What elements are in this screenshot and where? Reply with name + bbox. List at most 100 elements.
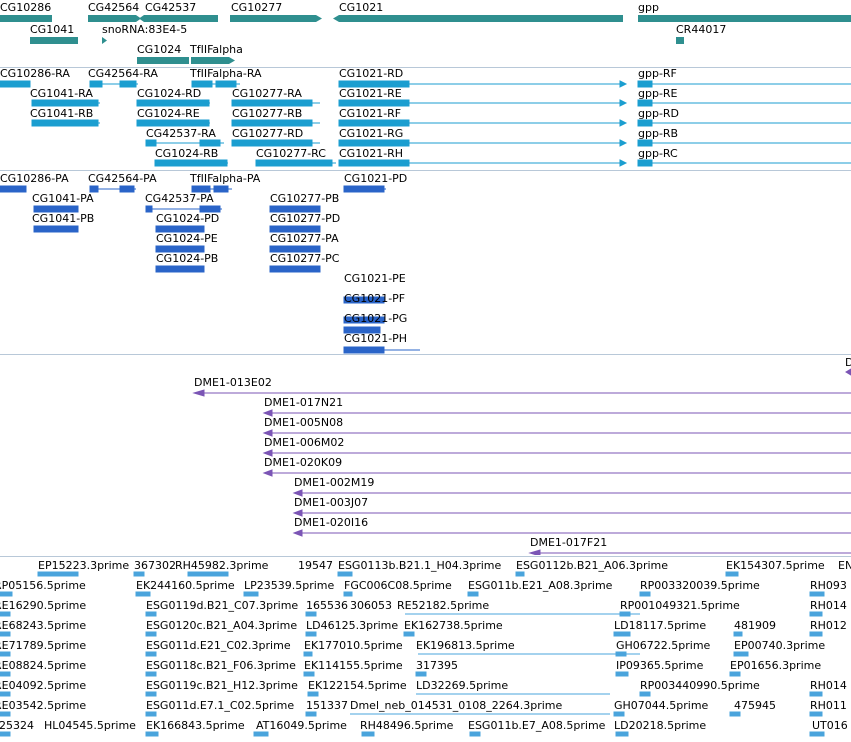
est-row-7-marks[interactable] (0, 691, 823, 697)
gene-CG10277[interactable] (230, 15, 316, 22)
transcript-TfIIFalpha-RA[interactable] (191, 80, 240, 88)
est-label: LD20218.5prime (614, 719, 707, 732)
track-separator (0, 556, 851, 557)
transcript-gpp-RB[interactable] (637, 139, 851, 147)
est-row-3-marks[interactable] (0, 611, 823, 617)
protein-CG1021-PF[interactable] (343, 316, 385, 324)
transcript-gpp-RD[interactable] (637, 119, 851, 127)
protein-CG10277-PB[interactable] (269, 205, 321, 213)
transcript-CG10277-RD[interactable] (231, 139, 320, 147)
gene-label-CG42537: CG42537 (145, 1, 197, 14)
gene-CG42537[interactable] (144, 15, 218, 22)
transcript-CG1021-RF[interactable] (338, 119, 628, 127)
protein-label: CG1024-PD (156, 212, 220, 225)
clone-DME1-017N21[interactable] (262, 409, 851, 417)
transcript-CG1024-RD[interactable] (136, 99, 210, 107)
clone-label: DME1-017F21 (530, 536, 608, 549)
est-label: RP05156.5prime (0, 579, 86, 592)
transcript-CG10277-RA[interactable] (231, 99, 320, 107)
clone-D[interactable] (845, 368, 851, 376)
transcript-label: CG1021-RE (339, 87, 402, 100)
est-row-8-marks[interactable] (0, 711, 823, 717)
transcript-label: gpp-RF (638, 68, 677, 80)
protein-CG1041-PA[interactable] (33, 205, 79, 213)
transcript-CG1024-RE[interactable] (136, 119, 210, 127)
est-row-9-marks[interactable] (0, 731, 825, 737)
transcript-CG1021-RD[interactable] (338, 80, 628, 88)
protein-label: CG1021-PD (344, 172, 408, 185)
clone-DME1-002M19[interactable] (292, 489, 851, 497)
transcript-CG1041-RB[interactable] (31, 119, 100, 127)
clone-DME1-020K09[interactable] (262, 469, 851, 477)
protein-CG1021-PH[interactable] (343, 346, 420, 354)
protein-CG1024-PE[interactable] (155, 245, 205, 253)
gene-CG1041[interactable] (30, 37, 78, 44)
protein-label: CG1041-PB (32, 212, 95, 225)
protein-CG10286-PA[interactable] (0, 185, 27, 193)
transcript-CG1041-RA[interactable] (31, 99, 100, 107)
transcript-gpp-RF[interactable] (637, 80, 851, 88)
track-separator (0, 170, 851, 171)
est-row-1-marks[interactable] (37, 571, 739, 577)
transcript-label: CG42564-RA (88, 68, 158, 80)
gene-CG1021[interactable] (339, 15, 623, 22)
clone-DME1-013E02[interactable] (192, 389, 851, 397)
transcript-label: gpp-RC (638, 147, 678, 160)
transcript-gpp-RE[interactable] (637, 99, 851, 107)
est-row-4-marks[interactable] (0, 631, 823, 637)
protein-TfIIFalpha-PA[interactable] (191, 185, 232, 193)
transcript-CG1021-RG[interactable] (338, 139, 628, 147)
clone-DME1-017F21[interactable] (528, 549, 851, 555)
clone-DME1-020I16[interactable] (292, 529, 851, 537)
protein-CG10277-PA[interactable] (269, 245, 321, 253)
clone-DME1-003J07[interactable] (292, 509, 851, 517)
gene-CG10286[interactable] (0, 15, 52, 22)
est-label: ESG0120c.B21_A04.3prime (146, 619, 298, 632)
transcript-label: CG1021-RH (339, 147, 404, 160)
protein-CG1021-PE[interactable] (343, 296, 385, 304)
est-label: RH012 (810, 619, 847, 632)
est-label: RP003320039.5prime (640, 579, 760, 592)
transcript-CG1021-RH[interactable] (338, 159, 628, 167)
gene-TfIIFalpha-arrow (229, 57, 235, 64)
est-row-5-marks[interactable] (0, 651, 749, 657)
protein-CG42537-PA[interactable] (145, 205, 222, 213)
transcript-CG10277-RC[interactable] (255, 159, 336, 167)
gene-CG1024[interactable] (137, 57, 189, 64)
transcript-CG10277-RB[interactable] (231, 119, 320, 127)
protein-CG1021-PD[interactable] (343, 185, 386, 193)
protein-track: CG10286-PA CG42564-PA TfIIFalpha-PA CG10… (0, 171, 851, 354)
transcript-CG42537-RA[interactable] (145, 139, 224, 147)
transcript-CG1021-RE[interactable] (338, 99, 628, 107)
protein-label: CG1024-PE (156, 232, 218, 245)
protein-CG1021-PG[interactable] (343, 326, 381, 334)
gene-CR44017[interactable] (676, 37, 684, 44)
gene-CG42564[interactable] (88, 15, 136, 22)
protein-CG42564-PA[interactable] (89, 185, 136, 193)
protein-CG10277-PD[interactable] (269, 225, 321, 233)
est-row-6-marks[interactable] (0, 671, 741, 677)
clone-DME1-006M02[interactable] (262, 449, 851, 457)
protein-CG10277-PC[interactable] (269, 265, 321, 273)
gene-gpp[interactable] (638, 15, 851, 22)
transcript-CG1024-RB[interactable] (154, 159, 228, 167)
clone-track: D DME1-013E02 DME1-017N21 DME1-005N08 DM… (0, 355, 851, 555)
gene-snoRNA-arrow[interactable] (102, 37, 107, 44)
clone-label: DME1-005N08 (264, 416, 344, 429)
est-label: RP001049321.5prime (620, 599, 740, 612)
transcript-label: CG1021-RD (339, 68, 404, 80)
gene-TfIIFalpha[interactable] (191, 57, 229, 64)
clone-DME1-005N08[interactable] (262, 429, 851, 437)
transcript-label: CG10277-RC (256, 147, 326, 160)
protein-CG1041-PB[interactable] (33, 225, 79, 233)
est-row-2-marks[interactable] (0, 591, 825, 597)
transcript-gpp-RC[interactable] (637, 159, 851, 167)
est-label: EK177010.5prime (304, 639, 403, 652)
transcript-label: CG10277-RA (232, 87, 302, 100)
est-label: HL04545.5prime (44, 719, 136, 732)
protein-CG1024-PB[interactable] (155, 265, 205, 273)
clone-label: DME1-003J07 (294, 496, 369, 509)
transcript-CG10286-RA[interactable] (0, 80, 31, 88)
protein-CG1024-PD[interactable] (155, 225, 205, 233)
transcript-CG42564-RA[interactable] (89, 80, 138, 88)
